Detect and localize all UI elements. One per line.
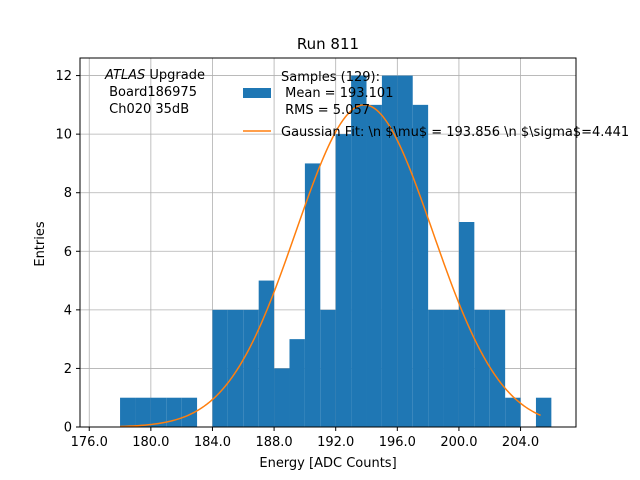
- x-tick-label: 204.0: [502, 435, 539, 450]
- histogram-bar: [458, 222, 475, 427]
- histogram-bar: [289, 339, 305, 427]
- histogram-bar: [243, 309, 259, 427]
- histogram-bars: [120, 75, 552, 428]
- histogram-bar: [304, 163, 321, 427]
- annotation-line-1: ATLAS Upgrade: [104, 68, 205, 83]
- histogram-bar: [428, 309, 444, 427]
- histogram-bar: [135, 397, 151, 427]
- x-tick-label: 200.0: [440, 435, 477, 450]
- histogram-bar: [535, 397, 552, 427]
- histogram-bar: [397, 75, 413, 428]
- y-tick-label: 12: [55, 69, 72, 84]
- histogram-bar: [150, 397, 167, 427]
- histogram-bar: [505, 397, 521, 427]
- y-tick-label: 6: [64, 245, 72, 260]
- atlas-annotation: ATLAS Upgrade Board186975 Ch020 35dB: [104, 68, 205, 117]
- y-tick-label: 2: [64, 362, 72, 377]
- plot-frame: [79, 57, 577, 428]
- y-axis-label: Entries: [33, 221, 48, 267]
- histogram-bar: [412, 104, 429, 427]
- histogram-bar: [274, 368, 290, 427]
- histogram-bar: [351, 75, 367, 428]
- histogram-bar: [381, 75, 398, 428]
- legend-samples-line-1: Samples (129):: [281, 70, 380, 85]
- legend-samples-line-2: Mean = 193.101: [281, 86, 393, 101]
- gaussian-fit-curve: [120, 104, 541, 428]
- histogram-bar: [366, 104, 382, 427]
- legend-fit-label: Gaussian Fit: \n $\mu$ = 193.856 \n $\si…: [281, 125, 629, 140]
- annotation-line-3: Ch020 35dB: [105, 102, 189, 117]
- annotation-atlas-word: ATLAS: [104, 68, 145, 83]
- histogram-bar: [443, 309, 459, 427]
- y-tick-label: 0: [64, 421, 72, 436]
- histogram-bar: [335, 134, 352, 427]
- x-tick-label: 196.0: [379, 435, 416, 450]
- x-tick-label: 180.0: [132, 435, 169, 450]
- y-axis-ticks: 0 2 4 6 8 10 12: [55, 69, 80, 436]
- histogram-bar: [489, 309, 506, 427]
- histogram-bar: [166, 397, 182, 427]
- histogram-bar: [120, 397, 136, 427]
- x-tick-label: 184.0: [194, 435, 231, 450]
- histogram-bar: [212, 309, 228, 427]
- x-axis-label: Energy [ADC Counts]: [259, 456, 396, 471]
- x-tick-label: 188.0: [255, 435, 292, 450]
- legend: Samples (129): Mean = 193.101 RMS = 5.05…: [243, 70, 629, 140]
- histogram-bar: [258, 280, 275, 427]
- histogram-bar: [474, 309, 490, 427]
- x-tick-label: 192.0: [317, 435, 354, 450]
- legend-samples-line-3: RMS = 5.057: [281, 103, 370, 118]
- y-tick-label: 10: [55, 128, 72, 143]
- legend-bar-swatch: [243, 88, 271, 98]
- histogram-bar: [181, 397, 198, 427]
- y-tick-label: 8: [64, 186, 72, 201]
- annotation-line-2: Board186975: [105, 85, 197, 100]
- x-tick-label: 176.0: [71, 435, 108, 450]
- histogram-bar: [320, 309, 336, 427]
- chart-title: Run 811: [297, 35, 359, 53]
- x-axis-ticks: 176.0 180.0 184.0 188.0 192.0 196.0 200.0 204.0: [71, 427, 539, 450]
- annotation-upgrade-word: Upgrade: [145, 68, 205, 83]
- histogram-bar: [227, 309, 244, 427]
- y-tick-label: 4: [64, 303, 72, 318]
